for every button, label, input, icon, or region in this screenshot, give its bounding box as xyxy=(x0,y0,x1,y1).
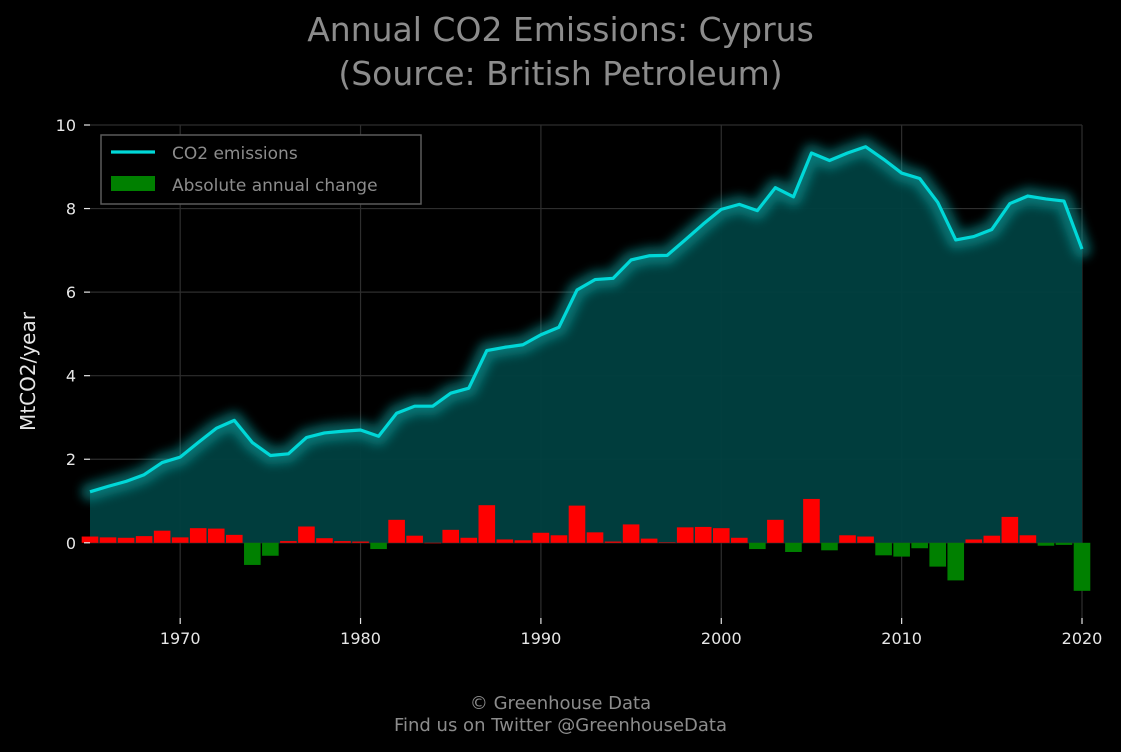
change-bar xyxy=(460,537,478,543)
change-bar xyxy=(947,542,965,581)
change-bar xyxy=(821,542,838,551)
change-bar xyxy=(965,539,983,543)
change-bar xyxy=(388,519,405,543)
area-layer xyxy=(90,146,1082,543)
change-bar xyxy=(767,519,784,543)
axes: 0 2 4 6 8 10 1970 1980 1990 2000 2010 2020 MtCO2/yea… xyxy=(16,116,1102,648)
y-tick-label: 10 xyxy=(56,116,76,135)
change-bar xyxy=(749,542,766,550)
y-tick-label: 2 xyxy=(66,450,76,469)
change-bar xyxy=(244,542,261,565)
bar-layer xyxy=(81,498,1091,591)
chart-title-line1: Annual CO2 Emissions: Cyprus xyxy=(307,10,814,49)
change-bar xyxy=(496,539,514,543)
change-bar xyxy=(316,538,333,543)
change-bar xyxy=(352,541,369,543)
change-bar xyxy=(334,541,351,543)
change-bar xyxy=(117,537,135,543)
change-bar xyxy=(676,527,694,543)
legend-label-emissions: CO2 emissions xyxy=(172,144,298,164)
change-bar xyxy=(225,534,243,543)
emissions-area xyxy=(90,146,1082,543)
change-bar xyxy=(1001,516,1019,543)
change-bar xyxy=(658,542,676,543)
change-bar xyxy=(694,526,712,543)
change-bar xyxy=(478,505,496,543)
line-layer xyxy=(81,137,1091,501)
legend-box xyxy=(100,134,422,205)
legend-label-change: Absolute annual change xyxy=(172,176,378,196)
change-bar xyxy=(622,524,640,543)
change-bar xyxy=(640,538,658,543)
change-bar xyxy=(153,530,171,543)
y-tick-label: 6 xyxy=(66,283,76,302)
footer-copyright: © Greenhouse Data xyxy=(469,693,652,714)
change-bar xyxy=(785,542,802,552)
change-bar xyxy=(514,540,532,543)
change-bar xyxy=(1037,542,1055,546)
x-tick-label: 1980 xyxy=(340,629,381,648)
change-bar xyxy=(803,498,820,543)
change-bar xyxy=(442,529,460,543)
change-bar xyxy=(857,536,874,543)
change-bar xyxy=(298,526,315,543)
change-bar xyxy=(207,528,225,543)
change-bar xyxy=(875,542,892,556)
change-bar xyxy=(189,528,207,543)
change-bar xyxy=(99,537,117,543)
change-bar xyxy=(532,532,550,543)
change-bar xyxy=(911,542,928,549)
change-bar xyxy=(1073,542,1091,591)
change-bar xyxy=(370,542,387,550)
change-bar xyxy=(839,535,856,543)
y-tick-label: 8 xyxy=(66,200,76,219)
change-bar xyxy=(983,535,1001,543)
change-bar xyxy=(262,542,279,556)
x-tick-label: 1970 xyxy=(160,629,201,648)
legend-bar-swatch xyxy=(111,176,155,191)
change-bar xyxy=(280,541,297,543)
y-tick-label: 0 xyxy=(66,534,76,553)
change-bar xyxy=(171,537,189,543)
change-bar xyxy=(929,542,947,567)
change-bar xyxy=(81,536,99,543)
x-tick-label: 2010 xyxy=(881,629,922,648)
y-tick-label: 4 xyxy=(66,367,76,386)
chart-title-line2: (Source: British Petroleum) xyxy=(338,54,783,93)
x-tick-label: 2020 xyxy=(1062,629,1103,648)
legend: CO2 emissions Absolute annual change xyxy=(100,134,422,205)
emissions-line xyxy=(89,145,1084,494)
emissions-chart: 0 2 4 6 8 10 1970 1980 1990 2000 2010 2020 MtCO2/yea… xyxy=(16,116,1102,648)
x-tick-label: 2000 xyxy=(701,629,742,648)
footer-twitter: Find us on Twitter @GreenhouseData xyxy=(393,715,728,736)
change-bar xyxy=(550,535,568,543)
change-bar xyxy=(586,532,604,543)
y-axis-label: MtCO2/year xyxy=(16,311,40,431)
change-bar xyxy=(568,505,586,543)
change-bar xyxy=(1055,542,1073,545)
change-bar xyxy=(712,528,730,543)
change-bar xyxy=(424,542,441,544)
change-bar xyxy=(1019,535,1037,543)
change-bar xyxy=(604,541,622,543)
change-bar xyxy=(893,542,910,557)
change-bar xyxy=(731,537,748,543)
change-bar xyxy=(406,535,423,543)
x-tick-label: 1990 xyxy=(521,629,562,648)
change-bar xyxy=(135,536,153,543)
